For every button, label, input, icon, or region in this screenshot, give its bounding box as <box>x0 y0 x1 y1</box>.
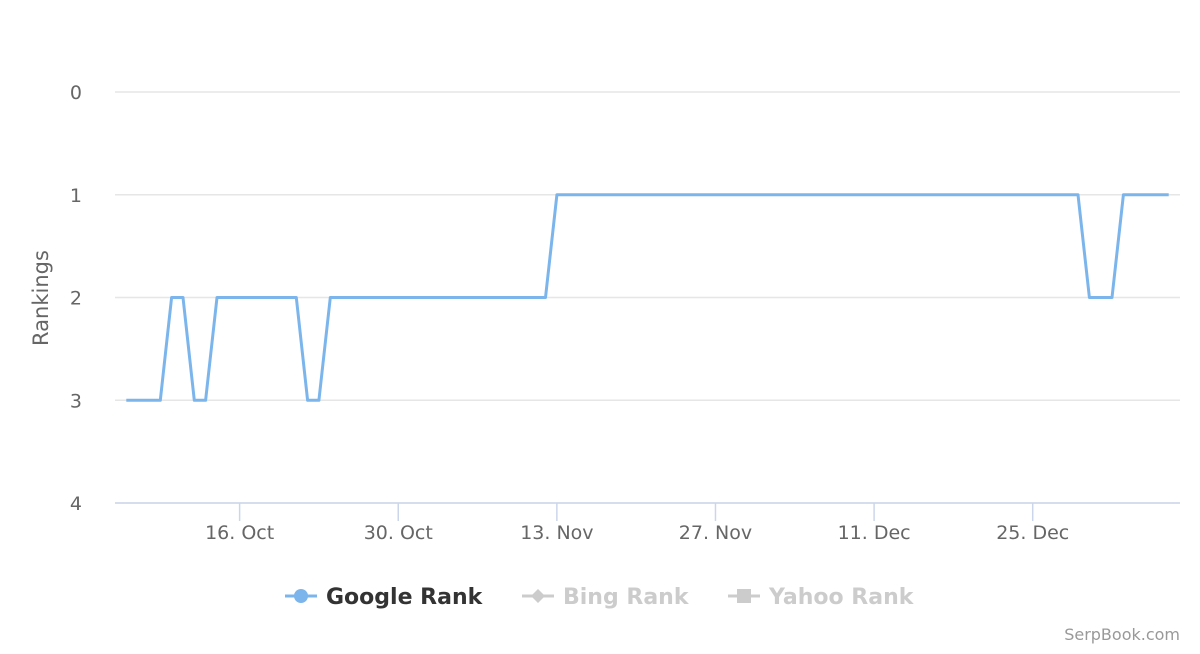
legend-item[interactable]: Bing Rank <box>522 585 690 610</box>
legend-item[interactable]: Yahoo Rank <box>728 585 915 610</box>
y-tick-label: 4 <box>70 493 82 515</box>
legend-marker <box>737 589 751 603</box>
legend-label: Google Rank <box>326 585 484 610</box>
x-tick-label: 16. Oct <box>205 522 274 544</box>
y-axis-title: Rankings <box>29 250 53 346</box>
y-tick-label: 1 <box>70 185 82 207</box>
x-tick-label: 13. Nov <box>520 522 593 544</box>
x-tick-label: 11. Dec <box>838 522 911 544</box>
credit[interactable]: SerpBook.com <box>1064 625 1180 644</box>
legend-item[interactable]: Google Rank <box>285 585 484 610</box>
y-tick-label: 0 <box>70 82 82 104</box>
x-tick-label: 25. Dec <box>996 522 1069 544</box>
y-tick-label: 3 <box>70 390 82 412</box>
legend-marker <box>531 589 545 603</box>
legend-label: Yahoo Rank <box>768 585 915 610</box>
x-tick-label: 27. Nov <box>679 522 752 544</box>
data-line <box>126 193 1169 402</box>
x-tick-label: 30. Oct <box>364 522 433 544</box>
legend-marker <box>294 589 308 603</box>
y-tick-label: 2 <box>70 288 82 310</box>
legend-label: Bing Rank <box>563 585 690 610</box>
